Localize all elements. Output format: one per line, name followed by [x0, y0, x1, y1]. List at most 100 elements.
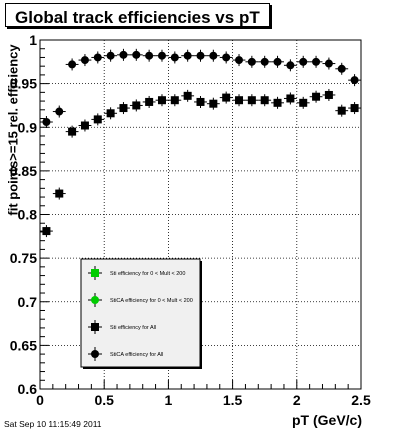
circle-marker [222, 53, 231, 62]
data-point [232, 94, 246, 107]
data-point [129, 99, 143, 112]
y-tick-label: 0.75 [10, 250, 37, 266]
square-marker [260, 96, 269, 105]
data-point [78, 119, 92, 132]
data-point [155, 49, 169, 62]
y-axis-label: fit points>=15 rel. efficiency [5, 44, 21, 216]
legend-box [80, 258, 201, 368]
circle-marker [286, 61, 295, 70]
circle-marker [106, 51, 115, 60]
square-marker [170, 96, 179, 105]
y-tick-label: 0.8 [18, 207, 38, 223]
data-point [271, 55, 284, 68]
data-point [104, 49, 118, 62]
square-marker [42, 227, 51, 236]
circle-marker [312, 57, 321, 66]
data-point [104, 107, 118, 120]
square-marker [247, 96, 256, 105]
circle-marker [68, 60, 77, 69]
square-marker [273, 98, 282, 107]
data-point [296, 96, 310, 109]
data-point [335, 62, 349, 75]
square-marker [119, 104, 128, 113]
data-point [181, 49, 195, 62]
x-tick-label: 0.5 [94, 392, 114, 408]
y-tick-label: 0.6 [18, 381, 38, 397]
tick-labels: 0 0.5 1 1.5 2 2.5 0.6 0.65 0.7 0.75 0.8 0.85 0.9 0.95… [10, 32, 371, 408]
data-point [258, 55, 272, 68]
data-point [181, 89, 195, 102]
square-marker [209, 99, 218, 108]
legend-label: StiCA efficiency for 0 < Mult < 200 [110, 298, 193, 304]
data-point [117, 102, 130, 115]
legend-label: Sti efficiency for 0 < Mult < 200 [110, 271, 185, 277]
x-tick-label: 0 [36, 392, 44, 408]
data-point [206, 49, 220, 62]
square-marker [196, 97, 205, 106]
circle-marker [235, 56, 244, 65]
circle-marker [247, 57, 256, 66]
data-point [283, 92, 297, 105]
data-point [258, 94, 272, 107]
data-point [206, 97, 220, 110]
data-point [65, 58, 79, 71]
circle-marker [183, 51, 192, 60]
circle-marker [42, 118, 51, 127]
y-tick-label: 1 [29, 32, 37, 48]
data-point [245, 55, 259, 68]
data-point [245, 94, 259, 107]
data-point [348, 74, 361, 87]
data-point [40, 225, 53, 238]
x-axis-label: pT (GeV/c) [291, 412, 362, 428]
square-marker [80, 121, 89, 130]
square-marker [286, 94, 295, 103]
data-point [194, 49, 207, 62]
legend-square-marker [91, 269, 99, 277]
circle-marker [299, 57, 308, 66]
y-tick-label: 0.95 [10, 76, 37, 92]
data-point [322, 57, 336, 70]
data-point [309, 55, 323, 68]
circle-marker [350, 76, 359, 85]
circle-marker [157, 51, 166, 60]
square-marker [312, 92, 321, 101]
circle-marker [324, 59, 333, 68]
x-tick-label: 1 [165, 392, 173, 408]
square-marker [106, 109, 115, 118]
square-marker [183, 91, 192, 100]
circle-marker [80, 56, 89, 65]
data-point [219, 51, 233, 64]
y-tick-label: 0.65 [10, 337, 37, 353]
circle-marker [196, 51, 205, 60]
data-point [271, 96, 284, 109]
square-marker [68, 127, 77, 136]
square-marker [324, 90, 333, 99]
legend-label: Sti efficiency for All [110, 325, 156, 331]
data-point [194, 95, 207, 108]
data-point [219, 91, 233, 104]
title-box: Global track efficiencies vs pT [5, 3, 270, 27]
square-marker [350, 104, 359, 113]
legend-circle-marker [91, 296, 99, 304]
timestamp: Sat Sep 10 11:15:49 2011 [4, 419, 102, 429]
data-point [296, 55, 310, 68]
square-marker [157, 96, 166, 105]
square-marker [337, 106, 346, 115]
square-marker [55, 189, 64, 198]
square-marker [132, 101, 141, 110]
data-point [91, 51, 105, 64]
chart-title: Global track efficiencies vs pT [15, 8, 260, 27]
circle-marker [119, 50, 128, 59]
data-point [40, 116, 53, 129]
circle-marker [55, 107, 64, 116]
data-point [52, 187, 66, 200]
data-point [155, 94, 169, 107]
y-tick-label: 0.85 [10, 163, 37, 179]
data-point [168, 94, 182, 107]
data-point [232, 54, 246, 67]
data-point [142, 95, 156, 108]
data-point [168, 51, 182, 64]
data-point [91, 113, 105, 126]
data-point [129, 48, 143, 61]
